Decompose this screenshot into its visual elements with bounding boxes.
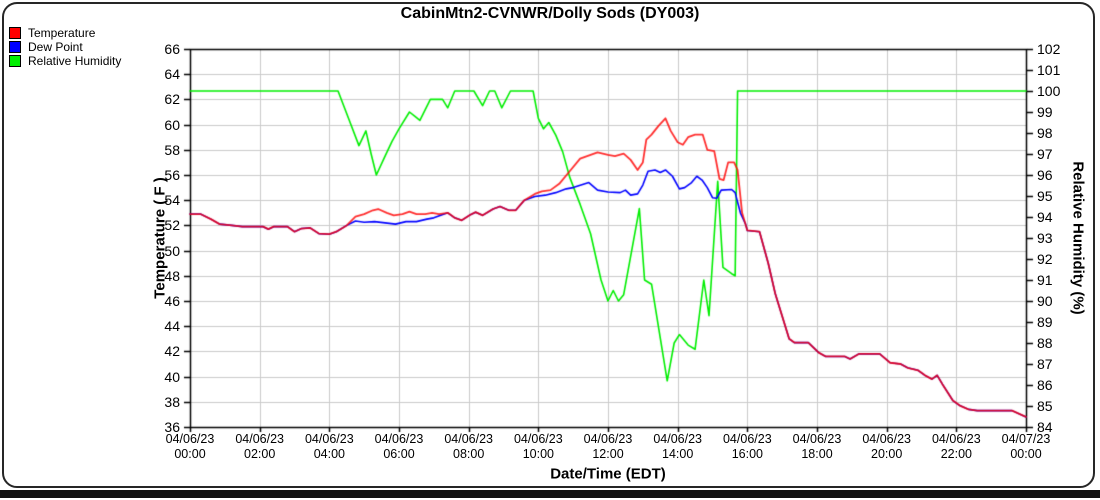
- bottom-edge-bar: [0, 490, 1100, 498]
